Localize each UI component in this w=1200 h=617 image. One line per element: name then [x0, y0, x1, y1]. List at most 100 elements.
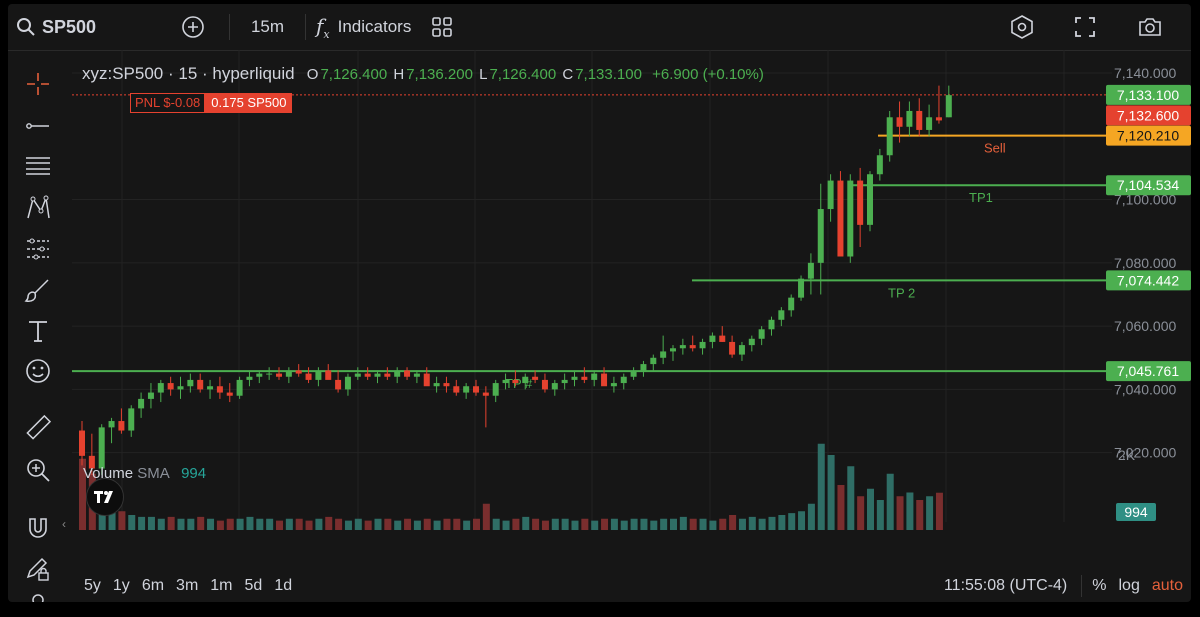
price-axis[interactable]: 7,140.000 7,100.000 7,080.000 7,060.000 7,04…	[1106, 50, 1191, 532]
brush-tool[interactable]	[22, 275, 54, 307]
price-tick-label: 7,140.000	[1114, 65, 1176, 81]
candle-body	[88, 455, 95, 469]
fib-tool[interactable]	[22, 150, 54, 182]
indicators-button[interactable]: fx Indicators	[306, 4, 421, 50]
candle-body	[246, 376, 253, 380]
volume-bar	[108, 507, 116, 530]
volume-bar	[453, 518, 461, 530]
volume-bar	[433, 520, 441, 530]
candle-body	[276, 373, 282, 377]
price-tick-label: 7,020.000	[1114, 445, 1176, 461]
auto-toggle[interactable]: auto	[1151, 576, 1183, 594]
volume-bar	[738, 518, 746, 530]
candle-body	[729, 341, 736, 355]
range-button-1m[interactable]: 1m	[210, 576, 233, 594]
lock-drawings-tool[interactable]	[22, 553, 54, 585]
candle-body	[758, 329, 765, 339]
snapshot-button[interactable]	[1127, 4, 1191, 50]
candle-body	[197, 379, 204, 390]
range-button-1y[interactable]: 1y	[112, 576, 130, 594]
candle-body	[305, 373, 312, 380]
candle-body	[827, 180, 834, 210]
compare-button[interactable]	[171, 4, 229, 50]
candle-body	[660, 351, 667, 358]
symbol-search[interactable]: SP500	[8, 4, 171, 50]
candle-body	[945, 95, 952, 118]
position-pnl: PNL $-0.08	[130, 93, 206, 113]
candlesticks	[79, 85, 952, 475]
price-tick-label: 7,060.000	[1114, 318, 1176, 334]
tradingview-logo[interactable]	[86, 478, 124, 516]
candle-body	[561, 379, 568, 384]
last-price-tag	[1106, 84, 1191, 105]
pattern-icon	[27, 195, 50, 219]
volume-sma-value: 994	[181, 465, 207, 482]
fullscreen-button[interactable]	[1063, 4, 1127, 50]
log-toggle[interactable]: log	[1118, 576, 1140, 594]
settings-button[interactable]	[999, 4, 1063, 50]
camera-icon	[1139, 18, 1161, 36]
volume-bar	[118, 511, 126, 530]
candle-body	[335, 379, 342, 390]
volume-bar	[207, 518, 215, 530]
candle-body	[571, 376, 578, 380]
ohlc-legend: xyz:SP500 · 15 · hyperliquid O 7,126.400 …	[82, 64, 766, 84]
candle-body	[601, 373, 608, 387]
candle-body	[650, 357, 657, 365]
bottom-toolbar: 5y 1y 6m 3m 1m 5d 1d 11:55:08 (UTC-4) % log au…	[72, 569, 1191, 602]
candle-body	[443, 383, 450, 387]
candle-body	[906, 110, 913, 127]
more-tools[interactable]	[22, 590, 54, 602]
range-button-1d[interactable]: 1d	[274, 576, 293, 594]
candle-body	[788, 297, 795, 311]
indicators-label: Indicators	[337, 17, 412, 36]
last-price-tag-text: 7,133.100	[1117, 87, 1179, 103]
trend-line-tool[interactable]	[22, 110, 54, 142]
emoji-tool[interactable]	[22, 355, 54, 387]
candle-body	[807, 262, 814, 279]
volume-bar	[935, 492, 943, 530]
candle-body	[719, 335, 726, 342]
volume-bar	[404, 518, 412, 530]
tp2-line-label: TP 2	[888, 285, 915, 300]
position-tag[interactable]: PNL $-0.08 0.175 SP500	[130, 93, 293, 113]
volume-bar	[187, 518, 195, 530]
volume-value-tag-text: 994	[1124, 504, 1148, 520]
candle-body	[926, 117, 933, 130]
candle-body	[256, 373, 263, 377]
candle-body	[216, 386, 223, 393]
volume-bar	[857, 496, 865, 530]
range-button-6m[interactable]: 6m	[141, 576, 165, 594]
toolbar-divider	[229, 14, 230, 40]
magnet-tool[interactable]	[22, 512, 54, 544]
volume-bar	[413, 520, 421, 530]
range-button-5d[interactable]: 5d	[244, 576, 263, 594]
pattern-tool[interactable]	[22, 192, 54, 224]
fullscreen-icon	[1075, 17, 1095, 37]
candle-body	[394, 370, 401, 377]
zoom-tool[interactable]	[22, 454, 54, 486]
volume-bar	[246, 516, 254, 530]
range-button-3m[interactable]: 3m	[176, 576, 199, 594]
volume-bar	[807, 503, 815, 530]
ruler-tool[interactable]	[22, 412, 54, 444]
line-tool-icon	[26, 123, 49, 129]
zoom-in-icon	[27, 459, 50, 482]
collapse-arrow[interactable]: ‹	[62, 517, 66, 531]
legend-low-value: 7,126.400	[489, 66, 557, 83]
percent-toggle[interactable]: %	[1092, 576, 1107, 594]
text-tool[interactable]	[22, 315, 54, 347]
price-tick-label: 7,100.000	[1114, 192, 1176, 208]
crosshair-tool[interactable]	[22, 68, 54, 100]
clock[interactable]: 11:55:08 (UTC-4)	[943, 576, 1068, 594]
projection-tool[interactable]	[22, 233, 54, 265]
interval-button[interactable]: 15m	[250, 17, 285, 36]
legend-close-label: C	[562, 66, 574, 83]
function-icon: fx	[316, 13, 330, 41]
range-button-5y[interactable]: 5y	[84, 576, 101, 594]
layouts-button[interactable]	[421, 4, 463, 50]
candle-body	[502, 379, 509, 384]
volume-bar	[699, 518, 707, 530]
volume-bar	[709, 520, 717, 530]
